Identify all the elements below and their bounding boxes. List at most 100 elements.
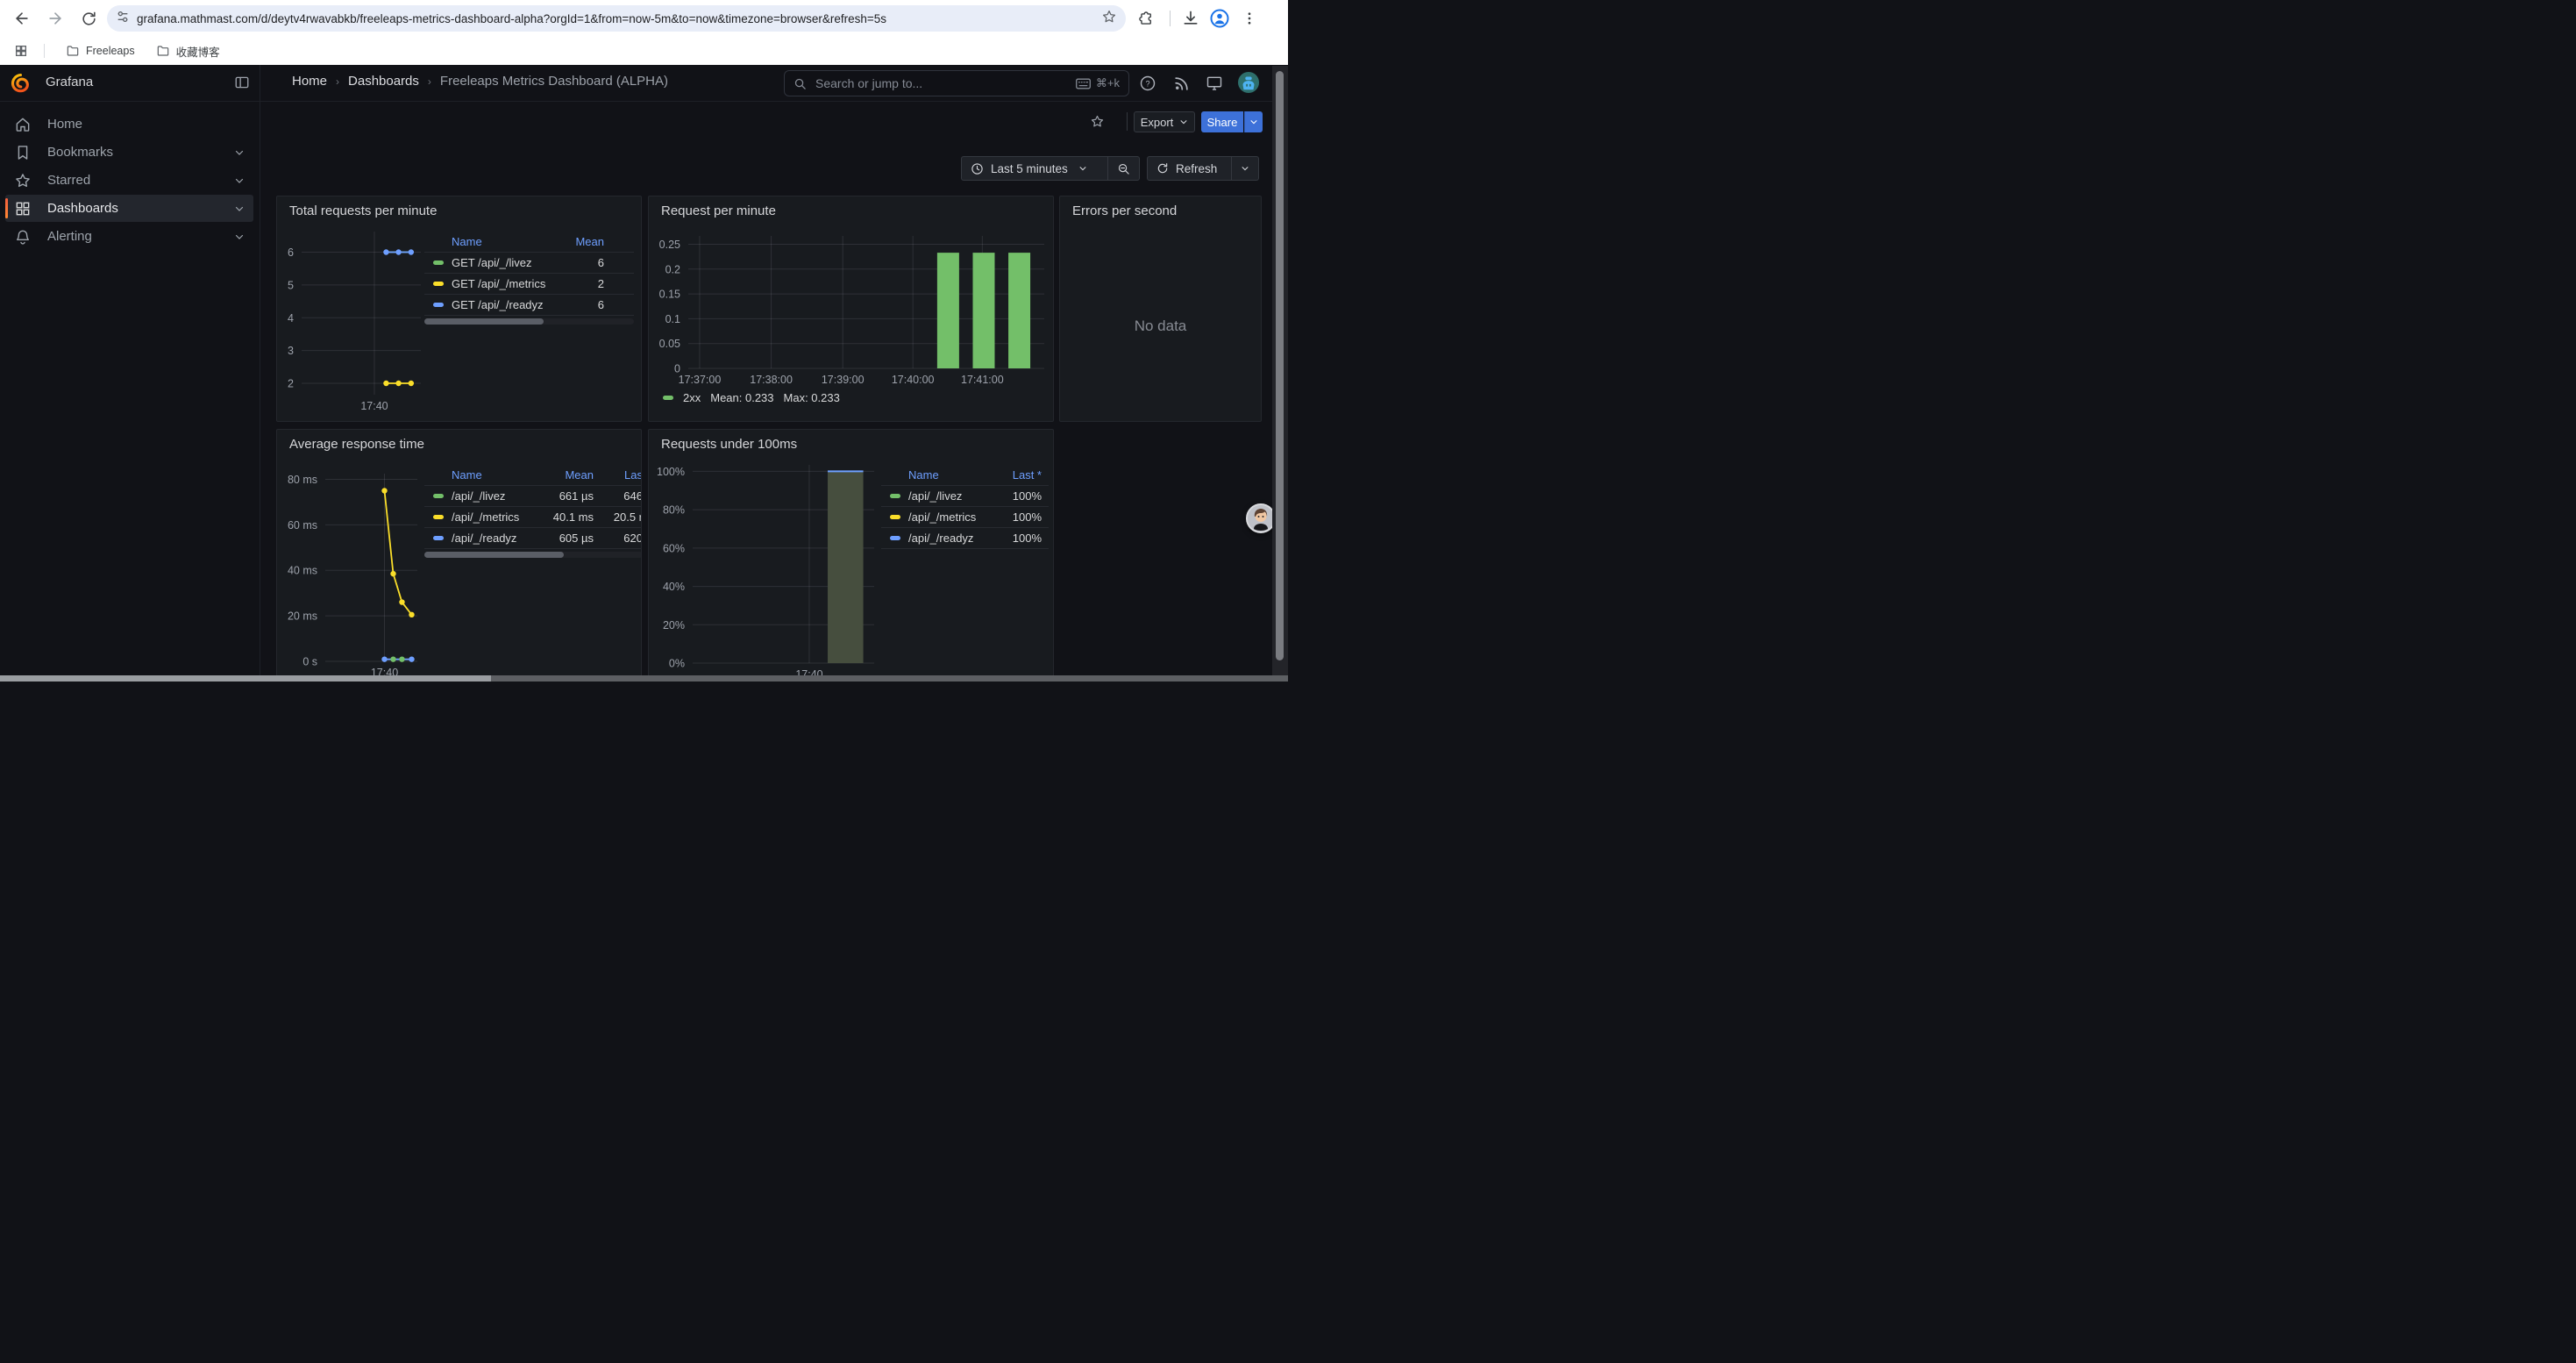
star-icon xyxy=(14,172,32,189)
sidebar-item-starred[interactable]: Starred xyxy=(5,167,253,194)
chevron-down-icon xyxy=(1179,118,1188,126)
apps-grid-icon[interactable] xyxy=(14,44,28,58)
user-avatar[interactable] xyxy=(1238,72,1259,93)
legend-col-mean[interactable]: Mean xyxy=(539,468,594,482)
svg-text:2: 2 xyxy=(288,377,294,389)
star-dashboard-icon[interactable] xyxy=(1090,114,1105,133)
svg-text:3: 3 xyxy=(288,345,294,357)
screen: grafana.mathmast.com/d/deytv4rwavabkb/fr… xyxy=(0,0,1288,682)
refresh-label: Refresh xyxy=(1176,162,1217,175)
vertical-scrollbar[interactable] xyxy=(1272,66,1288,675)
panel-legend: Name Last * /api/_/livez 100% /api/_/met… xyxy=(881,464,1049,549)
reload-icon[interactable] xyxy=(77,7,100,30)
legend-series-name[interactable]: GET /api/_/readyz xyxy=(452,298,555,311)
svg-text:17:39:00: 17:39:00 xyxy=(822,374,865,386)
refresh-button[interactable]: Refresh xyxy=(1148,157,1231,180)
breadcrumb-home[interactable]: Home xyxy=(292,74,327,89)
chevron-down-icon xyxy=(234,232,245,242)
help-icon[interactable]: ? xyxy=(1137,73,1158,94)
panel-legend: Name Mean GET /api/_/livez 6 GET /api/_/… xyxy=(424,231,634,316)
legend-row: /api/_/livez 661 µs 646 xyxy=(424,485,642,506)
svg-text:5: 5 xyxy=(288,279,294,291)
site-info-icon[interactable] xyxy=(116,10,130,28)
search-input[interactable]: ⌘+k xyxy=(784,70,1129,96)
legend-series-value: 6 xyxy=(555,298,604,311)
svg-text:0.25: 0.25 xyxy=(659,239,680,251)
panel-request-per-minute: Request per minute 0.250.20.150.10.05017… xyxy=(648,196,1054,422)
sidebar-item-dashboards[interactable]: Dashboards xyxy=(5,195,253,222)
refresh-icon xyxy=(1156,162,1169,175)
legend-series-name[interactable]: 2xx xyxy=(683,391,701,404)
legend-col-name[interactable]: Name xyxy=(433,468,539,482)
legend-series-name[interactable]: /api/_/livez xyxy=(452,489,539,503)
time-range-label: Last 5 minutes xyxy=(991,162,1068,175)
bookmark-folder-blogs[interactable]: 收藏博客 xyxy=(156,43,220,60)
panel-title[interactable]: Errors per second xyxy=(1072,203,1177,218)
horizontal-scrollbar[interactable] xyxy=(0,675,1288,682)
sidebar-item-bookmarks[interactable]: Bookmarks xyxy=(5,139,253,166)
forward-icon[interactable] xyxy=(44,7,67,30)
dashboards-icon xyxy=(14,200,32,218)
legend-series-last: 620 xyxy=(594,532,642,545)
bookmark-star-icon[interactable] xyxy=(1101,9,1117,29)
series-swatch xyxy=(433,303,444,307)
legend-series-name[interactable]: GET /api/_/livez xyxy=(452,256,555,269)
assistant-avatar[interactable] xyxy=(1246,503,1276,533)
sidebar-toggle-icon[interactable] xyxy=(234,75,250,95)
monitor-icon[interactable] xyxy=(1204,73,1225,94)
sidebar-item-home[interactable]: Home xyxy=(5,111,253,138)
legend-series-last: 100% xyxy=(989,489,1042,503)
bookmark-folder-freeleaps[interactable]: Freeleaps xyxy=(66,44,135,58)
folder-icon xyxy=(156,44,170,58)
panel-legend: Name Mean Las /api/_/livez 661 µs 646 /a… xyxy=(424,464,642,549)
news-rss-icon[interactable] xyxy=(1171,73,1192,94)
legend-col-last[interactable]: Last * xyxy=(989,468,1042,482)
legend-col-last[interactable]: Las xyxy=(594,468,642,482)
legend-scrollbar[interactable] xyxy=(424,318,634,325)
legend-col-mean[interactable]: Mean xyxy=(555,235,604,248)
bar-chart[interactable]: 0.250.20.150.10.05017:37:0017:38:0017:39… xyxy=(649,196,1054,422)
home-icon xyxy=(14,116,32,133)
legend-series-name[interactable]: /api/_/metrics xyxy=(452,510,539,524)
back-icon[interactable] xyxy=(11,7,33,30)
vertical-scrollbar-thumb[interactable] xyxy=(1276,71,1284,660)
svg-text:60 ms: 60 ms xyxy=(288,519,317,532)
horizontal-scrollbar-thumb[interactable] xyxy=(0,675,491,682)
legend-series-name[interactable]: /api/_/readyz xyxy=(908,532,989,545)
legend-series-name[interactable]: /api/_/metrics xyxy=(908,510,989,524)
legend-col-name[interactable]: Name xyxy=(890,468,989,482)
browser-menu-icon[interactable] xyxy=(1238,7,1261,30)
url-bar[interactable]: grafana.mathmast.com/d/deytv4rwavabkb/fr… xyxy=(107,5,1126,32)
legend-row: /api/_/metrics 100% xyxy=(881,506,1049,527)
legend-series-mean: 661 µs xyxy=(539,489,594,503)
time-range-control: Last 5 minutes xyxy=(961,156,1140,181)
legend-scrollbar[interactable] xyxy=(424,552,642,558)
browser-profile-icon[interactable] xyxy=(1208,7,1231,30)
legend-col-name[interactable]: Name xyxy=(433,235,555,248)
search-field[interactable] xyxy=(814,75,1069,91)
legend-series-name[interactable]: /api/_/readyz xyxy=(452,532,539,545)
legend-series-last: 20.5 r xyxy=(594,510,642,524)
url-text[interactable]: grafana.mathmast.com/d/deytv4rwavabkb/fr… xyxy=(137,12,1101,25)
share-button[interactable]: Share xyxy=(1201,111,1243,132)
share-menu-button[interactable] xyxy=(1244,111,1263,132)
export-button[interactable]: Export xyxy=(1134,111,1195,132)
chevron-down-icon xyxy=(234,203,245,214)
extensions-icon[interactable] xyxy=(1135,7,1157,30)
bookmarks-divider xyxy=(44,44,45,58)
panel-total-requests: Total requests per minute 6543217:40 Nam… xyxy=(276,196,642,422)
refresh-interval-button[interactable] xyxy=(1232,157,1258,180)
legend-series-name[interactable]: GET /api/_/metrics xyxy=(452,277,555,290)
legend-series-mean: 605 µs xyxy=(539,532,594,545)
time-range-picker[interactable]: Last 5 minutes xyxy=(962,157,1107,180)
sidebar-item-alerting[interactable]: Alerting xyxy=(5,223,253,250)
breadcrumb-dashboards[interactable]: Dashboards xyxy=(348,74,419,89)
toolbar-divider xyxy=(1170,11,1171,26)
legend-series-name[interactable]: /api/_/livez xyxy=(908,489,989,503)
download-icon[interactable] xyxy=(1179,7,1202,30)
grafana-logo[interactable] xyxy=(11,73,32,98)
svg-text:17:40: 17:40 xyxy=(360,400,388,412)
keyboard-icon xyxy=(1076,78,1091,89)
zoom-out-button[interactable] xyxy=(1108,157,1139,180)
svg-text:20%: 20% xyxy=(663,619,685,632)
